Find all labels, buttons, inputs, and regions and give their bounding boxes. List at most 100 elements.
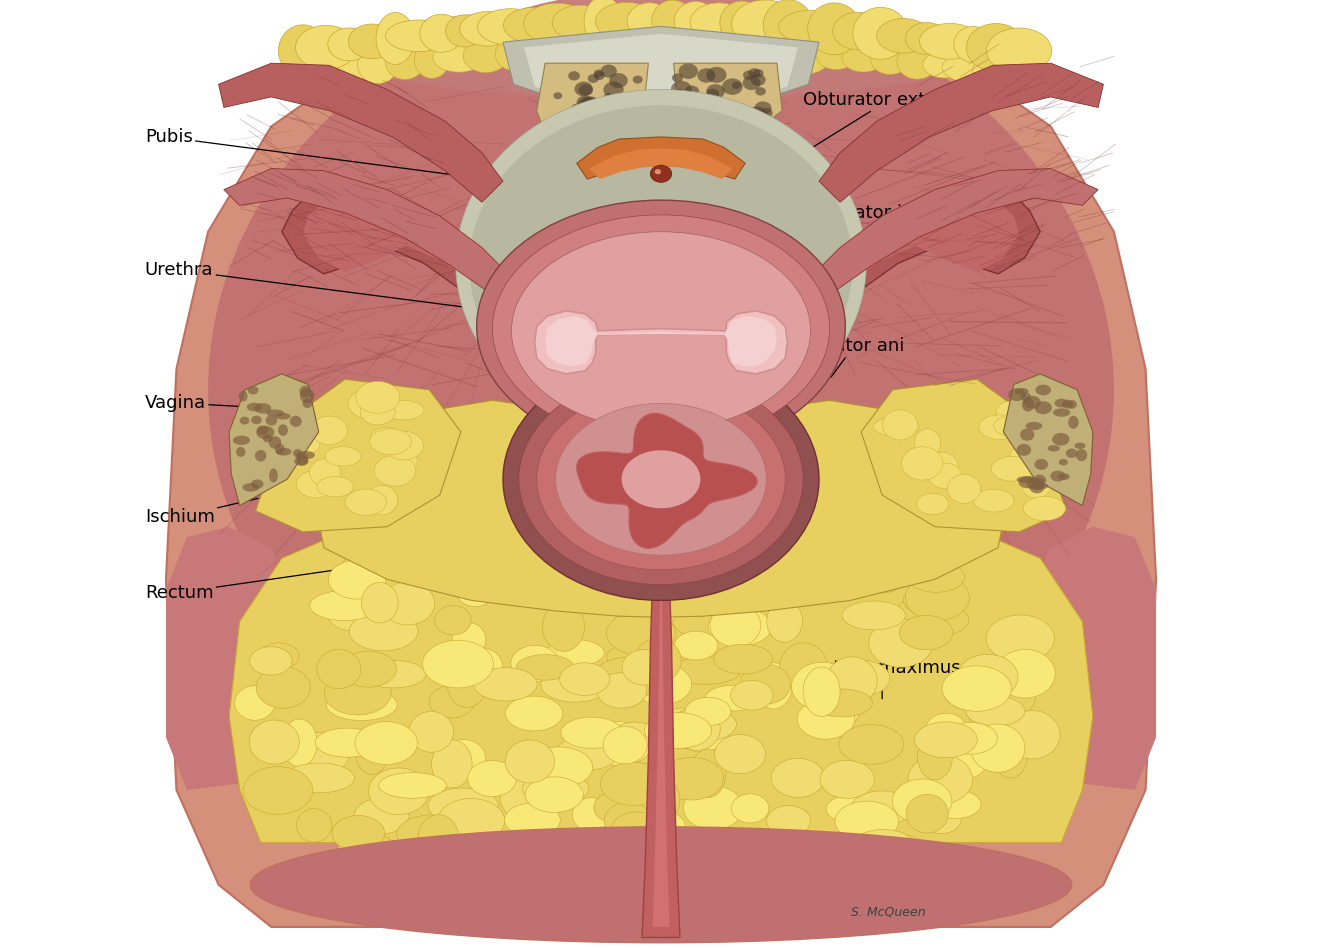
Ellipse shape <box>690 749 726 797</box>
Ellipse shape <box>420 14 463 52</box>
Ellipse shape <box>501 777 553 820</box>
Ellipse shape <box>516 654 574 680</box>
Ellipse shape <box>542 602 584 651</box>
Ellipse shape <box>296 470 334 498</box>
Ellipse shape <box>360 398 395 425</box>
Ellipse shape <box>621 649 666 685</box>
Ellipse shape <box>674 712 728 752</box>
Ellipse shape <box>633 76 642 83</box>
Ellipse shape <box>683 786 743 830</box>
Polygon shape <box>861 379 1067 532</box>
Polygon shape <box>820 64 1104 202</box>
Ellipse shape <box>816 848 853 898</box>
Ellipse shape <box>771 758 825 797</box>
Ellipse shape <box>853 8 908 60</box>
Ellipse shape <box>1021 392 1031 401</box>
Ellipse shape <box>828 553 886 596</box>
Ellipse shape <box>907 561 965 592</box>
Ellipse shape <box>685 85 699 97</box>
Ellipse shape <box>920 24 980 59</box>
Ellipse shape <box>650 34 699 64</box>
Ellipse shape <box>370 428 402 447</box>
Ellipse shape <box>333 52 368 83</box>
Ellipse shape <box>1030 482 1044 493</box>
Ellipse shape <box>748 118 758 126</box>
Ellipse shape <box>525 495 586 536</box>
Ellipse shape <box>505 696 563 731</box>
Ellipse shape <box>624 110 640 123</box>
Ellipse shape <box>635 100 644 108</box>
Ellipse shape <box>928 464 962 488</box>
Ellipse shape <box>317 649 361 688</box>
Ellipse shape <box>652 0 693 42</box>
Ellipse shape <box>705 583 759 623</box>
Ellipse shape <box>920 605 969 635</box>
Ellipse shape <box>576 142 595 156</box>
Ellipse shape <box>299 386 311 397</box>
Ellipse shape <box>525 747 592 788</box>
Ellipse shape <box>327 689 398 720</box>
Ellipse shape <box>705 685 761 711</box>
Ellipse shape <box>256 426 268 435</box>
Ellipse shape <box>724 101 734 109</box>
Ellipse shape <box>434 43 484 72</box>
Ellipse shape <box>1076 449 1087 462</box>
Ellipse shape <box>792 853 838 900</box>
Ellipse shape <box>660 708 705 749</box>
Ellipse shape <box>463 648 502 685</box>
Ellipse shape <box>496 38 530 70</box>
Ellipse shape <box>517 547 587 597</box>
Ellipse shape <box>296 452 308 465</box>
Ellipse shape <box>903 585 962 616</box>
Ellipse shape <box>973 57 1023 84</box>
Polygon shape <box>576 413 758 548</box>
Ellipse shape <box>473 667 537 701</box>
Ellipse shape <box>1023 497 1066 520</box>
Ellipse shape <box>743 76 760 90</box>
Ellipse shape <box>332 815 385 851</box>
Ellipse shape <box>693 108 703 117</box>
Ellipse shape <box>239 416 250 425</box>
Ellipse shape <box>982 673 1035 719</box>
Ellipse shape <box>707 30 750 70</box>
Polygon shape <box>642 569 680 938</box>
Ellipse shape <box>567 569 602 609</box>
Ellipse shape <box>328 598 382 631</box>
Ellipse shape <box>525 776 583 812</box>
Ellipse shape <box>1017 444 1031 456</box>
Ellipse shape <box>583 117 598 127</box>
Ellipse shape <box>608 862 645 887</box>
Ellipse shape <box>670 657 740 684</box>
Ellipse shape <box>862 850 908 877</box>
Ellipse shape <box>559 112 579 128</box>
Ellipse shape <box>915 428 940 458</box>
Ellipse shape <box>953 27 992 63</box>
Ellipse shape <box>796 528 854 560</box>
Ellipse shape <box>296 451 315 459</box>
Ellipse shape <box>836 801 899 842</box>
Ellipse shape <box>256 666 311 708</box>
Ellipse shape <box>1058 473 1069 480</box>
Ellipse shape <box>966 24 1026 71</box>
Ellipse shape <box>1017 476 1035 483</box>
Ellipse shape <box>945 675 1001 710</box>
Ellipse shape <box>208 0 1114 790</box>
Ellipse shape <box>493 215 829 443</box>
Ellipse shape <box>397 815 468 853</box>
Ellipse shape <box>851 869 923 906</box>
Ellipse shape <box>767 806 810 836</box>
Ellipse shape <box>625 120 637 129</box>
Ellipse shape <box>467 848 526 884</box>
Ellipse shape <box>1021 428 1034 441</box>
Polygon shape <box>282 179 1040 371</box>
Ellipse shape <box>826 657 878 705</box>
Ellipse shape <box>672 92 685 102</box>
Ellipse shape <box>340 551 377 601</box>
Ellipse shape <box>600 110 621 126</box>
Ellipse shape <box>239 391 247 402</box>
Ellipse shape <box>524 34 555 70</box>
Text: Gluteus maximus: Gluteus maximus <box>804 660 961 699</box>
Ellipse shape <box>970 724 1025 773</box>
Ellipse shape <box>731 681 773 710</box>
Ellipse shape <box>309 459 340 486</box>
